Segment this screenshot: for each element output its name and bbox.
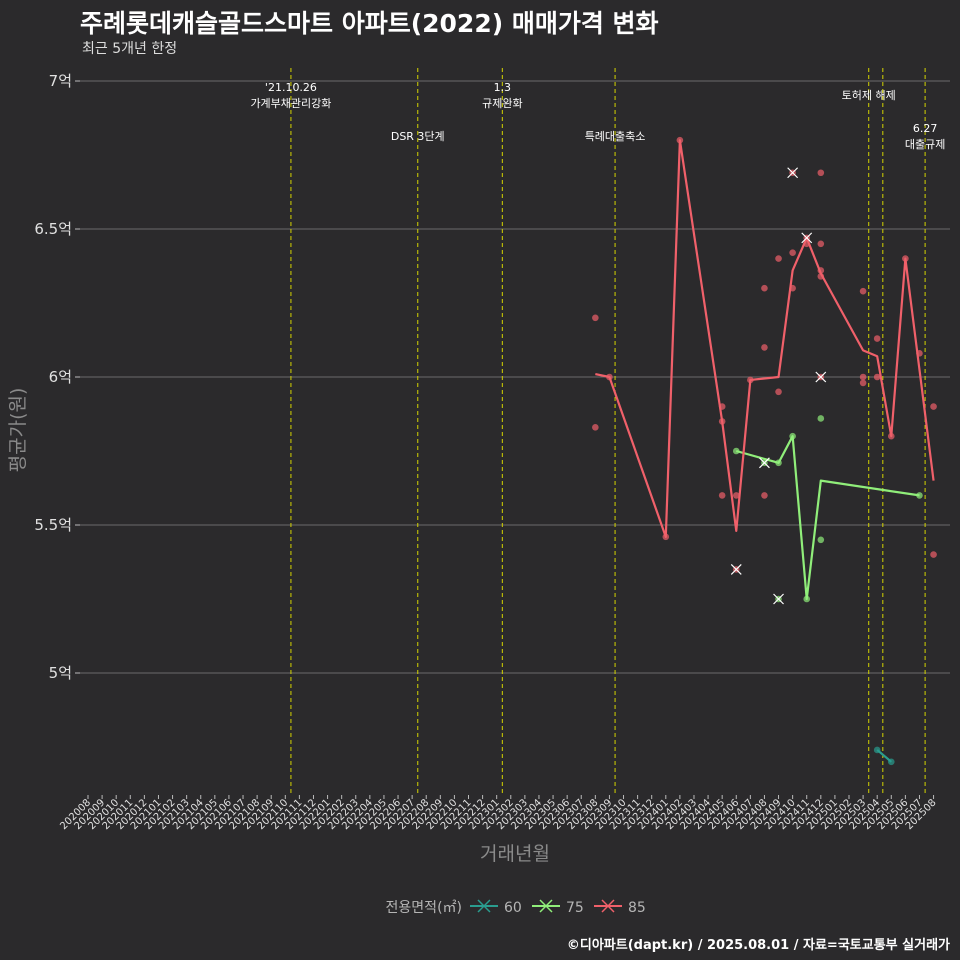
- series-75-point: [789, 432, 796, 440]
- series-85-point: [732, 492, 740, 499]
- legend-85-marker: [601, 899, 615, 913]
- series-85-point: [718, 403, 726, 410]
- legend-85-label: 85: [628, 900, 646, 916]
- series-85-point: [902, 255, 909, 262]
- series-85-point: [859, 287, 867, 295]
- legend-75-marker: [539, 899, 553, 913]
- series-85-cross-mark: [787, 167, 799, 179]
- series-60-point: [887, 758, 895, 766]
- series-85-point: [916, 350, 923, 357]
- series-75-cross-mark: [759, 457, 770, 469]
- series-75-point: [775, 459, 782, 467]
- event-annotation: 규제완화: [482, 97, 522, 110]
- y-tick-label: 6.5억: [34, 220, 72, 238]
- series-85-point: [930, 551, 937, 558]
- event-annotation: 가계부채관리강화: [250, 97, 331, 110]
- y-tick-label: 5억: [49, 664, 72, 682]
- y-axis-label: 평균가(원): [7, 388, 29, 473]
- legend-title: 전용면적(㎡): [386, 900, 462, 916]
- chart-title: 주례롯데캐슬골드스마트 아파트(2022) 매매가격 변화: [80, 9, 659, 38]
- y-tick-label: 5.5억: [34, 516, 72, 534]
- series-75-point: [817, 415, 825, 422]
- series-75-point: [916, 492, 923, 499]
- series-85-point: [817, 267, 825, 274]
- legend-60-label: 60: [504, 900, 522, 916]
- series-85-point: [662, 533, 670, 541]
- series-85-point: [775, 388, 782, 396]
- legend-60-marker: [477, 899, 491, 913]
- series-85-point: [775, 255, 782, 262]
- event-annotation: 대출규제: [905, 138, 945, 151]
- series-85-point: [761, 492, 768, 499]
- event-annotation: '21.10.26: [265, 81, 317, 94]
- series-75-cross-mark: [773, 593, 784, 605]
- series-85-point: [887, 432, 895, 440]
- series-75-point: [732, 447, 740, 455]
- series-85-point: [789, 284, 796, 292]
- event-annotation: DSR 3단계: [391, 130, 445, 143]
- series-75-line: [735, 435, 920, 601]
- series-85-point: [817, 273, 825, 280]
- legend-75-label: 75: [566, 900, 584, 916]
- series-85-point: [859, 379, 867, 387]
- series-85-point: [817, 169, 825, 177]
- series-85-point: [592, 424, 599, 431]
- series-85-point: [676, 136, 684, 144]
- series-85-point: [718, 418, 726, 425]
- y-tick-label: 7억: [49, 72, 72, 90]
- y-tick-label: 6억: [49, 368, 72, 386]
- series-85-point: [747, 376, 754, 384]
- series-85-point: [592, 314, 599, 322]
- series-85-line: [595, 139, 935, 538]
- event-annotation: 1.3: [494, 81, 512, 94]
- series-85-cross-mark: [730, 563, 742, 575]
- source-caption: ©디아파트(dapt.kr) / 2025.08.01 / 자료=국토교통부 실…: [566, 938, 950, 953]
- x-axis-label: 거래년월: [480, 843, 550, 865]
- series-85-point: [873, 335, 881, 342]
- series-85-point: [817, 240, 825, 248]
- series-60-point: [873, 746, 881, 754]
- series-85-cross-mark: [801, 232, 813, 244]
- chart-subtitle: 최근 5개년 한정: [82, 41, 178, 57]
- series-85-point: [789, 249, 796, 256]
- series-85-point: [718, 492, 726, 499]
- series-85-point: [761, 344, 768, 351]
- series-75-point: [803, 595, 811, 603]
- event-annotation: 토허제 해제: [842, 88, 896, 102]
- series-85-point: [859, 373, 867, 381]
- event-annotation: 특례대출축소: [585, 130, 646, 143]
- series-85-cross-mark: [815, 371, 827, 383]
- series-85-point: [930, 403, 937, 410]
- series-85-point: [873, 373, 881, 381]
- series-85-point: [803, 240, 811, 248]
- series-75-point: [817, 536, 825, 544]
- series-85-point: [761, 284, 768, 292]
- series-85-point: [606, 373, 613, 381]
- event-annotation: 6.27: [913, 122, 938, 135]
